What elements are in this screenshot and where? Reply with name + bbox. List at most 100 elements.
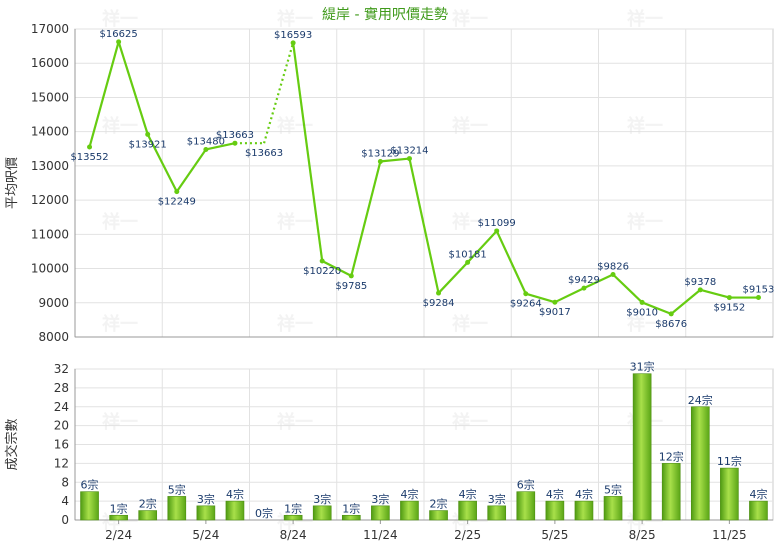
bar-value-label: 3宗 [371,492,389,506]
bar [459,501,477,520]
bar-value-label: 5宗 [604,482,622,496]
line-point [756,295,761,300]
bar-value-label: 31宗 [630,360,655,374]
line-point-label: $9152 [713,303,745,314]
bar [430,511,448,520]
line-point-label: $13214 [390,146,428,157]
bar-value-label: 11宗 [717,454,742,468]
bar-value-label: 4宗 [546,487,564,501]
line-point [698,287,703,292]
bar-value-label: 4宗 [575,487,593,501]
bar [226,501,244,520]
bar-ytick-label: 28 [54,381,69,395]
bar-y-axis-title: 成交宗數 [4,418,20,470]
line-point [174,189,179,194]
line-point [581,286,586,291]
line-ytick-label: 11000 [31,227,69,241]
watermark-text: 祥一 [102,211,138,233]
bar-value-label: 2宗 [430,497,448,511]
bar-ytick-label: 32 [54,362,69,376]
line-point [145,132,150,137]
line-point-label: $13663 [245,148,283,159]
line-ytick-label: 17000 [31,22,69,36]
line-point-label: $10181 [449,249,487,260]
line-y-axis-title: 平均呎價 [5,157,20,209]
bar-ytick-label: 20 [54,419,69,433]
bar [284,515,302,520]
line-point-label: $9010 [626,307,658,318]
line-point-label: $9284 [423,298,455,309]
bar [488,506,506,520]
watermark-text: 祥一 [102,411,138,433]
line-point-label: $9264 [510,299,542,310]
bar-value-label: 4宗 [749,487,767,501]
x-tick-label: 8/24 [280,528,307,542]
line-point [494,228,499,233]
line-ytick-label: 15000 [31,90,69,104]
watermark-text: 祥一 [452,411,488,433]
bar [342,515,360,520]
line-ytick-label: 13000 [31,159,69,173]
line-point [436,291,441,296]
x-tick-label: 8/25 [629,528,656,542]
line-point [465,260,470,265]
line-point [232,141,237,146]
bar-ytick-label: 16 [54,438,69,452]
line-ytick-label: 9000 [38,296,69,310]
bar [604,496,622,520]
line-point [669,311,674,316]
line-ytick-label: 10000 [31,262,69,276]
line-point [640,300,645,305]
bar [371,506,389,520]
line-point [378,159,383,164]
bar-value-label: 6宗 [81,478,99,492]
bar [110,515,128,520]
bar-value-label: 3宗 [197,492,215,506]
bar-value-label: 5宗 [168,482,186,496]
bar-value-label: 24宗 [688,393,713,407]
bar [517,492,535,520]
watermark-text: 祥一 [452,115,488,137]
line-point [320,259,325,264]
line-point-label: $12249 [158,197,196,208]
line-point-label: $9429 [568,275,600,286]
bar [720,468,738,520]
line-point-label: $13663 [216,130,254,141]
line-point-label: $9378 [684,277,716,288]
bar-ytick-label: 24 [54,400,69,414]
bar [400,501,418,520]
bar-value-label: 1宗 [342,501,360,515]
bar-value-label: 6宗 [517,478,535,492]
watermark-text: 祥一 [452,313,488,335]
line-point-label: $16593 [274,30,312,41]
watermark-text: 祥一 [627,8,663,30]
bar-ytick-label: 12 [54,456,69,470]
line-point [611,272,616,277]
bar [313,506,331,520]
line-ytick-label: 12000 [31,193,69,207]
bar [546,501,564,520]
line-point [116,39,121,44]
bar [168,496,186,520]
bar-ytick-label: 4 [61,494,69,508]
line-point-label: $8676 [655,319,687,330]
x-tick-label: 2/24 [105,528,132,542]
line-point-label: $9153 [743,285,775,296]
line-ytick-label: 14000 [31,125,69,139]
bar [575,501,593,520]
line-point [523,291,528,296]
bar [749,501,767,520]
watermark-text: 祥一 [452,8,488,30]
line-point-label: $13921 [129,139,167,150]
bar-value-label: 12宗 [659,449,684,463]
chart-title: 緹岸 - 實用呎價走勢 [322,6,448,23]
bar [691,407,709,520]
x-tick-label: 5/24 [192,528,219,542]
line-point-label: $9785 [335,281,367,292]
line-point-label: $16625 [100,29,138,40]
watermark-text: 祥一 [277,8,313,30]
line-point [349,273,354,278]
x-tick-label: 5/25 [541,528,568,542]
x-tick-label: 11/25 [712,528,747,542]
line-point-label: $11099 [478,218,516,229]
